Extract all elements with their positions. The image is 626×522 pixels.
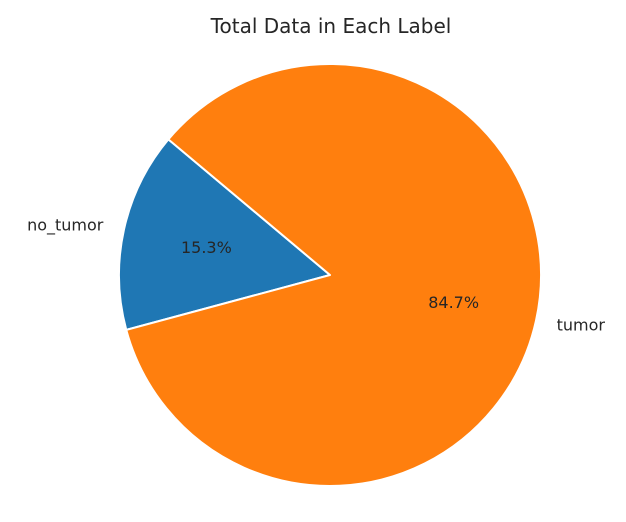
category-label-tumor: tumor [557, 316, 606, 335]
percent-label-tumor: 84.7% [428, 293, 479, 312]
chart-title: Total Data in Each Label [210, 14, 452, 38]
category-label-no-tumor: no_tumor [27, 215, 104, 235]
pie-slices [118, 63, 542, 487]
pie-labels: no_tumor 15.3% tumor 84.7% [27, 215, 605, 334]
pie-slice-tumor [125, 63, 542, 487]
percent-label-no-tumor: 15.3% [181, 238, 232, 257]
pie-slice-no-tumor [118, 138, 331, 331]
